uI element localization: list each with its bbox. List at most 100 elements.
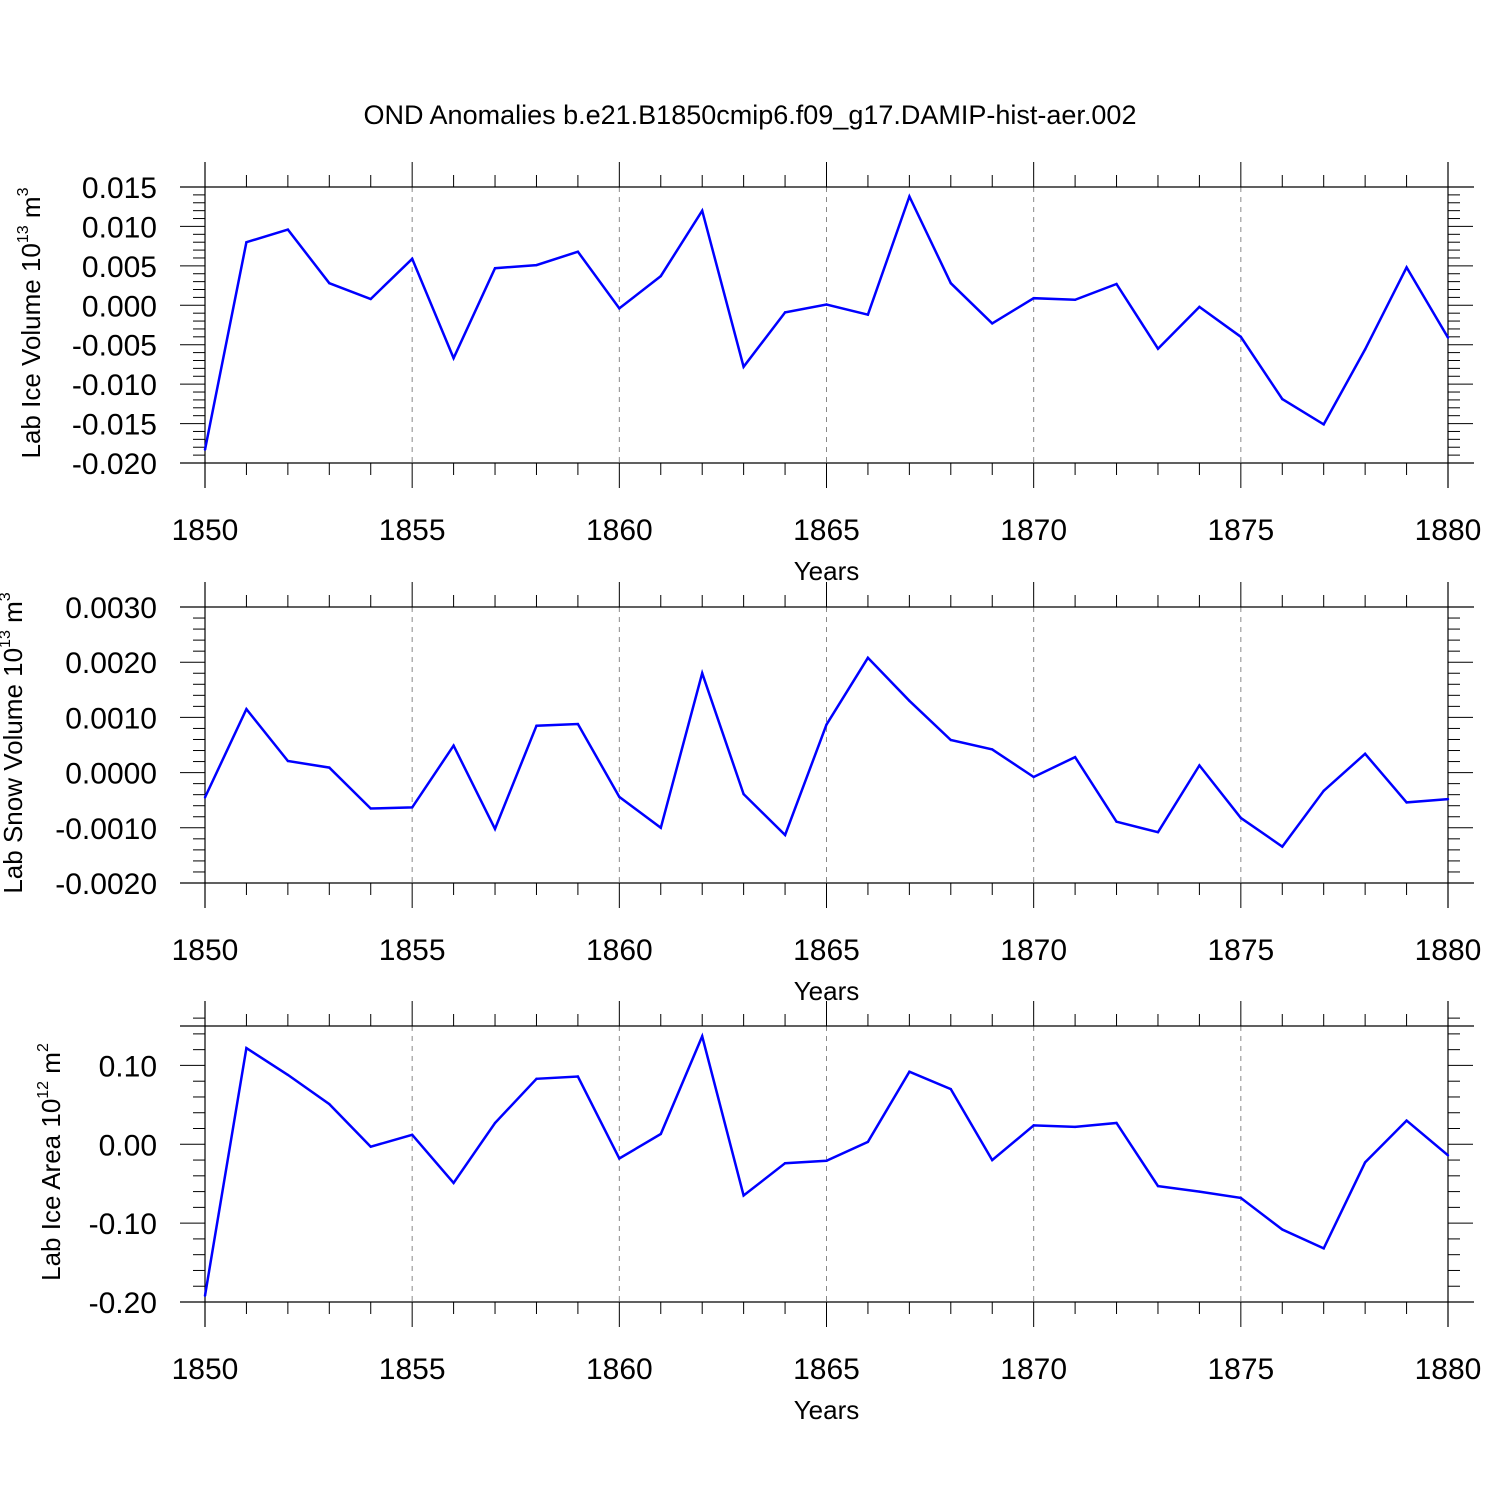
- data-point: [328, 282, 331, 285]
- data-point: [866, 656, 870, 659]
- y-axis-label-text: Lab Snow Volume 10: [0, 648, 28, 894]
- x-tick-label: 1870: [1000, 1353, 1067, 1386]
- data-point: [1115, 1121, 1118, 1125]
- data-point: [452, 744, 455, 747]
- data-point: [1405, 266, 1408, 269]
- x-tick-label: 1875: [1207, 1353, 1274, 1386]
- data-point: [1156, 347, 1160, 350]
- data-point: [949, 282, 952, 285]
- data-point: [1239, 335, 1243, 339]
- y-tick-label: 0.0020: [65, 647, 157, 680]
- data-point: [618, 795, 621, 799]
- data-point: [493, 267, 497, 270]
- y-tick-label: 0.015: [82, 172, 157, 205]
- data-point: [328, 1102, 331, 1106]
- x-tick-label: 1875: [1207, 514, 1274, 547]
- y-axis-label: Lab Snow Volume 1013 m3: [0, 592, 28, 893]
- data-point: [1198, 1190, 1201, 1193]
- data-point: [1073, 298, 1077, 301]
- data-point: [245, 1046, 248, 1050]
- y-axis-label: Lab Ice Volume 1013 m3: [15, 187, 46, 458]
- panel-1: 1850 1855 1860 1865 1870 1875 1880 0.015 0.010 0.…: [15, 162, 1481, 586]
- data-point: [328, 766, 331, 769]
- y-axis-label-unit: m: [0, 601, 28, 630]
- data-point: [1115, 820, 1118, 823]
- y-axis-label-text: Lab Ice Area 10: [36, 1099, 66, 1281]
- data-point: [825, 723, 828, 726]
- data-point: [742, 1194, 745, 1197]
- x-tick-label: 1860: [586, 514, 653, 547]
- data-point: [1073, 1125, 1077, 1129]
- data-point: [1281, 397, 1284, 401]
- y-tick-label: 0.005: [82, 251, 157, 284]
- data-point: [1363, 348, 1367, 351]
- x-tick-label: 1880: [1415, 934, 1482, 967]
- data-point: [949, 738, 952, 742]
- y-tick-label: 0.000: [82, 290, 157, 323]
- data-point: [535, 263, 538, 267]
- y-tick-label: -0.0010: [55, 813, 157, 846]
- x-tick-label: 1860: [586, 934, 653, 967]
- data-point: [203, 796, 207, 799]
- data-point: [1446, 797, 1450, 801]
- data-point: [410, 806, 414, 809]
- x-tick-label: 1855: [379, 1353, 446, 1386]
- y-tick-label: -0.010: [72, 369, 157, 402]
- data-point: [535, 1077, 538, 1081]
- data-point: [618, 1157, 621, 1160]
- data-point: [908, 699, 911, 703]
- x-axis-label: Years: [794, 1395, 860, 1425]
- data-point: [1405, 801, 1408, 804]
- data-point: [1363, 1161, 1367, 1164]
- y-axis-label: Lab Ice Area 1012 m2: [35, 1043, 66, 1281]
- y-tick-label: -0.20: [89, 1287, 157, 1320]
- data-point: [369, 1145, 372, 1148]
- data-point: [908, 195, 911, 198]
- data-point: [410, 257, 414, 260]
- data-point: [1322, 789, 1325, 793]
- data-point: [286, 228, 290, 231]
- data-point: [286, 1073, 290, 1077]
- data-point: [1281, 845, 1284, 848]
- data-point: [1405, 1119, 1408, 1122]
- panels: 1850 1855 1860 1865 1870 1875 1880 0.015 0.010 0.…: [0, 162, 1481, 1425]
- y-tick-label: -0.015: [72, 409, 157, 442]
- panel-3: 1850 1855 1860 1865 1870 1875 1880 0.10 0.00 -0.1…: [35, 1001, 1481, 1425]
- data-point: [701, 1035, 704, 1038]
- y-tick-label: -0.020: [72, 448, 157, 481]
- x-axis-label: Years: [794, 556, 860, 586]
- data-point: [1032, 1124, 1035, 1127]
- y-axis-label-unit-exponent: 2: [35, 1043, 52, 1052]
- data-point: [1239, 1196, 1243, 1200]
- data-point: [783, 1162, 787, 1165]
- y-axis-label-unit-exponent: 3: [15, 187, 32, 196]
- data-point: [866, 313, 870, 316]
- y-axis-label-exponent: 13: [0, 630, 14, 648]
- data-point: [742, 365, 745, 368]
- data-point: [991, 322, 994, 325]
- data-point: [1115, 282, 1118, 286]
- data-point: [1322, 1247, 1325, 1250]
- x-tick-label: 1855: [379, 514, 446, 547]
- data-point: [1446, 336, 1450, 339]
- data-point: [1032, 775, 1035, 779]
- data-point: [452, 356, 455, 360]
- x-tick-label: 1880: [1415, 514, 1482, 547]
- data-point: [203, 1294, 207, 1297]
- y-tick-label: 0.0010: [65, 702, 157, 735]
- data-point: [493, 1121, 497, 1125]
- y-tick-label: 0.00: [99, 1129, 157, 1162]
- data-point: [245, 241, 248, 244]
- y-axis-label-unit: m: [36, 1052, 66, 1081]
- data-point: [825, 1159, 828, 1163]
- figure-title: OND Anomalies b.e21.B1850cmip6.f09_g17.D…: [364, 100, 1137, 130]
- data-point: [1446, 1154, 1450, 1157]
- y-tick-label: -0.10: [89, 1208, 157, 1241]
- data-point: [825, 303, 828, 306]
- data-point: [369, 297, 372, 301]
- data-point: [1198, 305, 1201, 309]
- data-point: [701, 209, 704, 212]
- data-point: [245, 707, 248, 711]
- data-point: [1032, 296, 1035, 300]
